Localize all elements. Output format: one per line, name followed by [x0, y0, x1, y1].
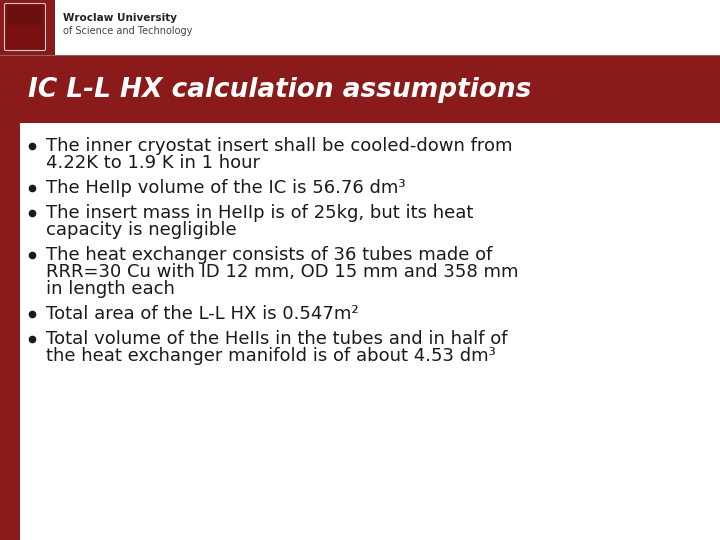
Text: the heat exchanger manifold is of about 4.53 dm³: the heat exchanger manifold is of about …	[46, 347, 496, 365]
Text: Total area of the L-L HX is 0.547m²: Total area of the L-L HX is 0.547m²	[46, 305, 359, 323]
Text: IC L-L HX calculation assumptions: IC L-L HX calculation assumptions	[28, 77, 531, 103]
FancyBboxPatch shape	[4, 3, 45, 51]
Bar	[0, 0, 55, 55]
Bar	[0, 123, 720, 540]
Text: capacity is negligible: capacity is negligible	[46, 221, 237, 239]
Bar	[8, 7, 42, 25]
Text: The heat exchanger consists of 36 tubes made of: The heat exchanger consists of 36 tubes …	[46, 246, 492, 264]
Text: 4.22K to 1.9 K in 1 hour: 4.22K to 1.9 K in 1 hour	[46, 154, 260, 172]
Bar	[0, 123, 20, 540]
Text: The inner cryostat insert shall be cooled-down from: The inner cryostat insert shall be coole…	[46, 137, 513, 155]
Text: Total volume of the HeIIs in the tubes and in half of: Total volume of the HeIIs in the tubes a…	[46, 330, 508, 348]
Text: of Science and Technology: of Science and Technology	[63, 26, 192, 36]
Bar	[0, 55, 720, 123]
Text: Wroclaw University: Wroclaw University	[63, 13, 177, 23]
Text: RRR=30 Cu with ID 12 mm, OD 15 mm and 358 mm: RRR=30 Cu with ID 12 mm, OD 15 mm and 35…	[46, 263, 518, 281]
Text: The insert mass in HeIIp is of 25kg, but its heat: The insert mass in HeIIp is of 25kg, but…	[46, 204, 473, 222]
Text: The HeIIp volume of the IC is 56.76 dm³: The HeIIp volume of the IC is 56.76 dm³	[46, 179, 405, 197]
Text: in length each: in length each	[46, 280, 175, 298]
Bar	[0, 0, 720, 55]
